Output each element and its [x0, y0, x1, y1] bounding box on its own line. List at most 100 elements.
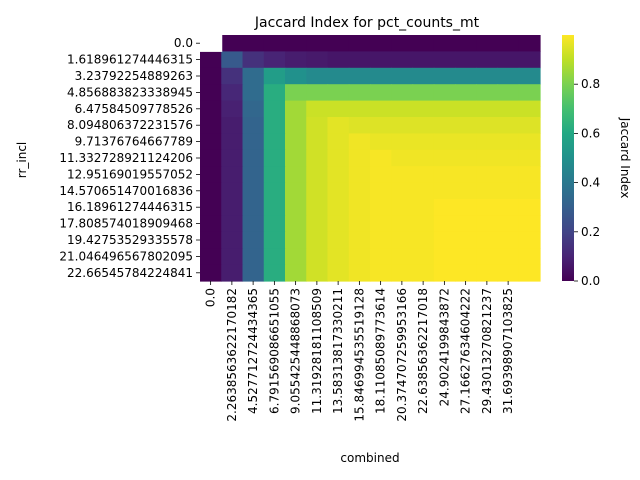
heatmap-cell — [242, 84, 265, 102]
heatmap-cell — [412, 35, 435, 52]
heatmap-cell — [370, 84, 392, 102]
masked-cell — [200, 35, 223, 52]
x-axis-label: combined — [340, 451, 399, 465]
heatmap-cell — [306, 231, 329, 249]
heatmap-cell — [476, 166, 499, 184]
heatmap-cell — [263, 231, 286, 249]
heatmap-cell — [455, 166, 477, 184]
heatmap-cell — [285, 133, 307, 151]
heatmap-cell — [412, 117, 435, 134]
heatmap-cell — [263, 215, 286, 233]
heatmap-cell — [476, 215, 499, 233]
x-tick-label: 27.16627634604222 — [459, 288, 473, 414]
heatmap-cell — [476, 133, 499, 151]
heatmap-cell — [370, 264, 392, 282]
heatmap-cell — [455, 133, 477, 151]
heatmap-cell — [306, 117, 329, 134]
heatmap-cell — [476, 182, 499, 200]
heatmap-cell — [497, 51, 520, 69]
heatmap-cell — [348, 84, 371, 102]
heatmap-cell — [221, 100, 244, 118]
heatmap-cell — [455, 67, 477, 85]
heatmap-cell — [200, 166, 222, 184]
heatmap-cell — [476, 35, 499, 52]
heatmap-cell — [200, 264, 222, 282]
heatmap-cell — [285, 149, 307, 167]
heatmap-cell — [497, 84, 520, 102]
heatmap-cell — [412, 248, 435, 266]
heatmap-cell — [518, 117, 541, 134]
heatmap-cell — [391, 199, 414, 216]
heatmap-cell — [391, 215, 414, 233]
heatmap-cell — [391, 67, 414, 85]
heatmap-cell — [433, 117, 456, 134]
y-tick-label: 16.18961274446315 — [67, 200, 193, 214]
heatmap-cell — [518, 264, 541, 282]
heatmap-cell — [242, 215, 265, 233]
heatmap-cell — [242, 166, 265, 184]
heatmap-cell — [476, 149, 499, 167]
y-tick-label: 11.332728921124206 — [59, 151, 193, 165]
heatmap-cell — [285, 264, 307, 282]
heatmap-cell — [285, 166, 307, 184]
heatmap-cell — [242, 248, 265, 266]
heatmap-cell — [476, 51, 499, 69]
heatmap-cell — [412, 133, 435, 151]
heatmap-cell — [348, 215, 371, 233]
heatmap-cell — [476, 248, 499, 266]
heatmap-cell — [221, 35, 244, 52]
x-tick-label: 2.2638563622170182 — [225, 288, 239, 422]
heatmap-cell — [327, 35, 350, 52]
heatmap-cell — [370, 182, 392, 200]
x-axis-ticks: 0.0 2.2638563622170182 4.527712724434365 6.… — [204, 281, 515, 422]
heatmap-cell — [412, 149, 435, 167]
x-tick-label: 4.527712724434365 — [246, 288, 260, 414]
heatmap-cell — [518, 67, 541, 85]
heatmap-cell — [518, 199, 541, 216]
heatmap-cell — [263, 133, 286, 151]
heatmap-cell — [242, 149, 265, 167]
heatmap-cell — [327, 264, 350, 282]
heatmap-cell — [455, 84, 477, 102]
heatmap-cell — [242, 117, 265, 134]
heatmap-cell — [370, 133, 392, 151]
heatmap-cell — [306, 166, 329, 184]
heatmap-cell — [455, 35, 477, 52]
heatmap-cell — [263, 35, 286, 52]
heatmap-cell — [370, 100, 392, 118]
heatmap-cell — [391, 84, 414, 102]
heatmap-cell — [370, 67, 392, 85]
heatmap-cell — [412, 67, 435, 85]
heatmap-cell — [263, 84, 286, 102]
heatmap-cell — [476, 100, 499, 118]
chart-title: Jaccard Index for pct_counts_mt — [254, 15, 480, 31]
x-tick-label: 22.63856362217018 — [416, 288, 430, 414]
heatmap-cell — [263, 199, 286, 216]
x-tick-label: 20.374707259953166 — [395, 288, 409, 422]
heatmap-cell — [221, 51, 244, 69]
heatmap-cell — [306, 264, 329, 282]
heatmap-cell — [221, 248, 244, 266]
heatmap-cell — [412, 199, 435, 216]
heatmap-cell — [455, 100, 477, 118]
heatmap-cell — [476, 67, 499, 85]
heatmap-cell — [433, 35, 456, 52]
heatmap-cell — [348, 264, 371, 282]
heatmap-cell — [518, 215, 541, 233]
heatmap-cell — [327, 67, 350, 85]
heatmap-cell — [327, 133, 350, 151]
heatmap-cell — [263, 248, 286, 266]
y-tick-label: 9.71376764667789 — [75, 135, 193, 149]
heatmap-cell — [306, 51, 329, 69]
heatmap-cell — [327, 231, 350, 249]
heatmap-cell — [221, 264, 244, 282]
heatmap-cell — [200, 215, 222, 233]
heatmap-cell — [348, 199, 371, 216]
heatmap-cell — [497, 149, 520, 167]
heatmap-cell — [263, 264, 286, 282]
heatmap-cell — [306, 182, 329, 200]
heatmap-cell — [433, 84, 456, 102]
heatmap-cell — [327, 117, 350, 134]
heatmap-cell — [391, 100, 414, 118]
